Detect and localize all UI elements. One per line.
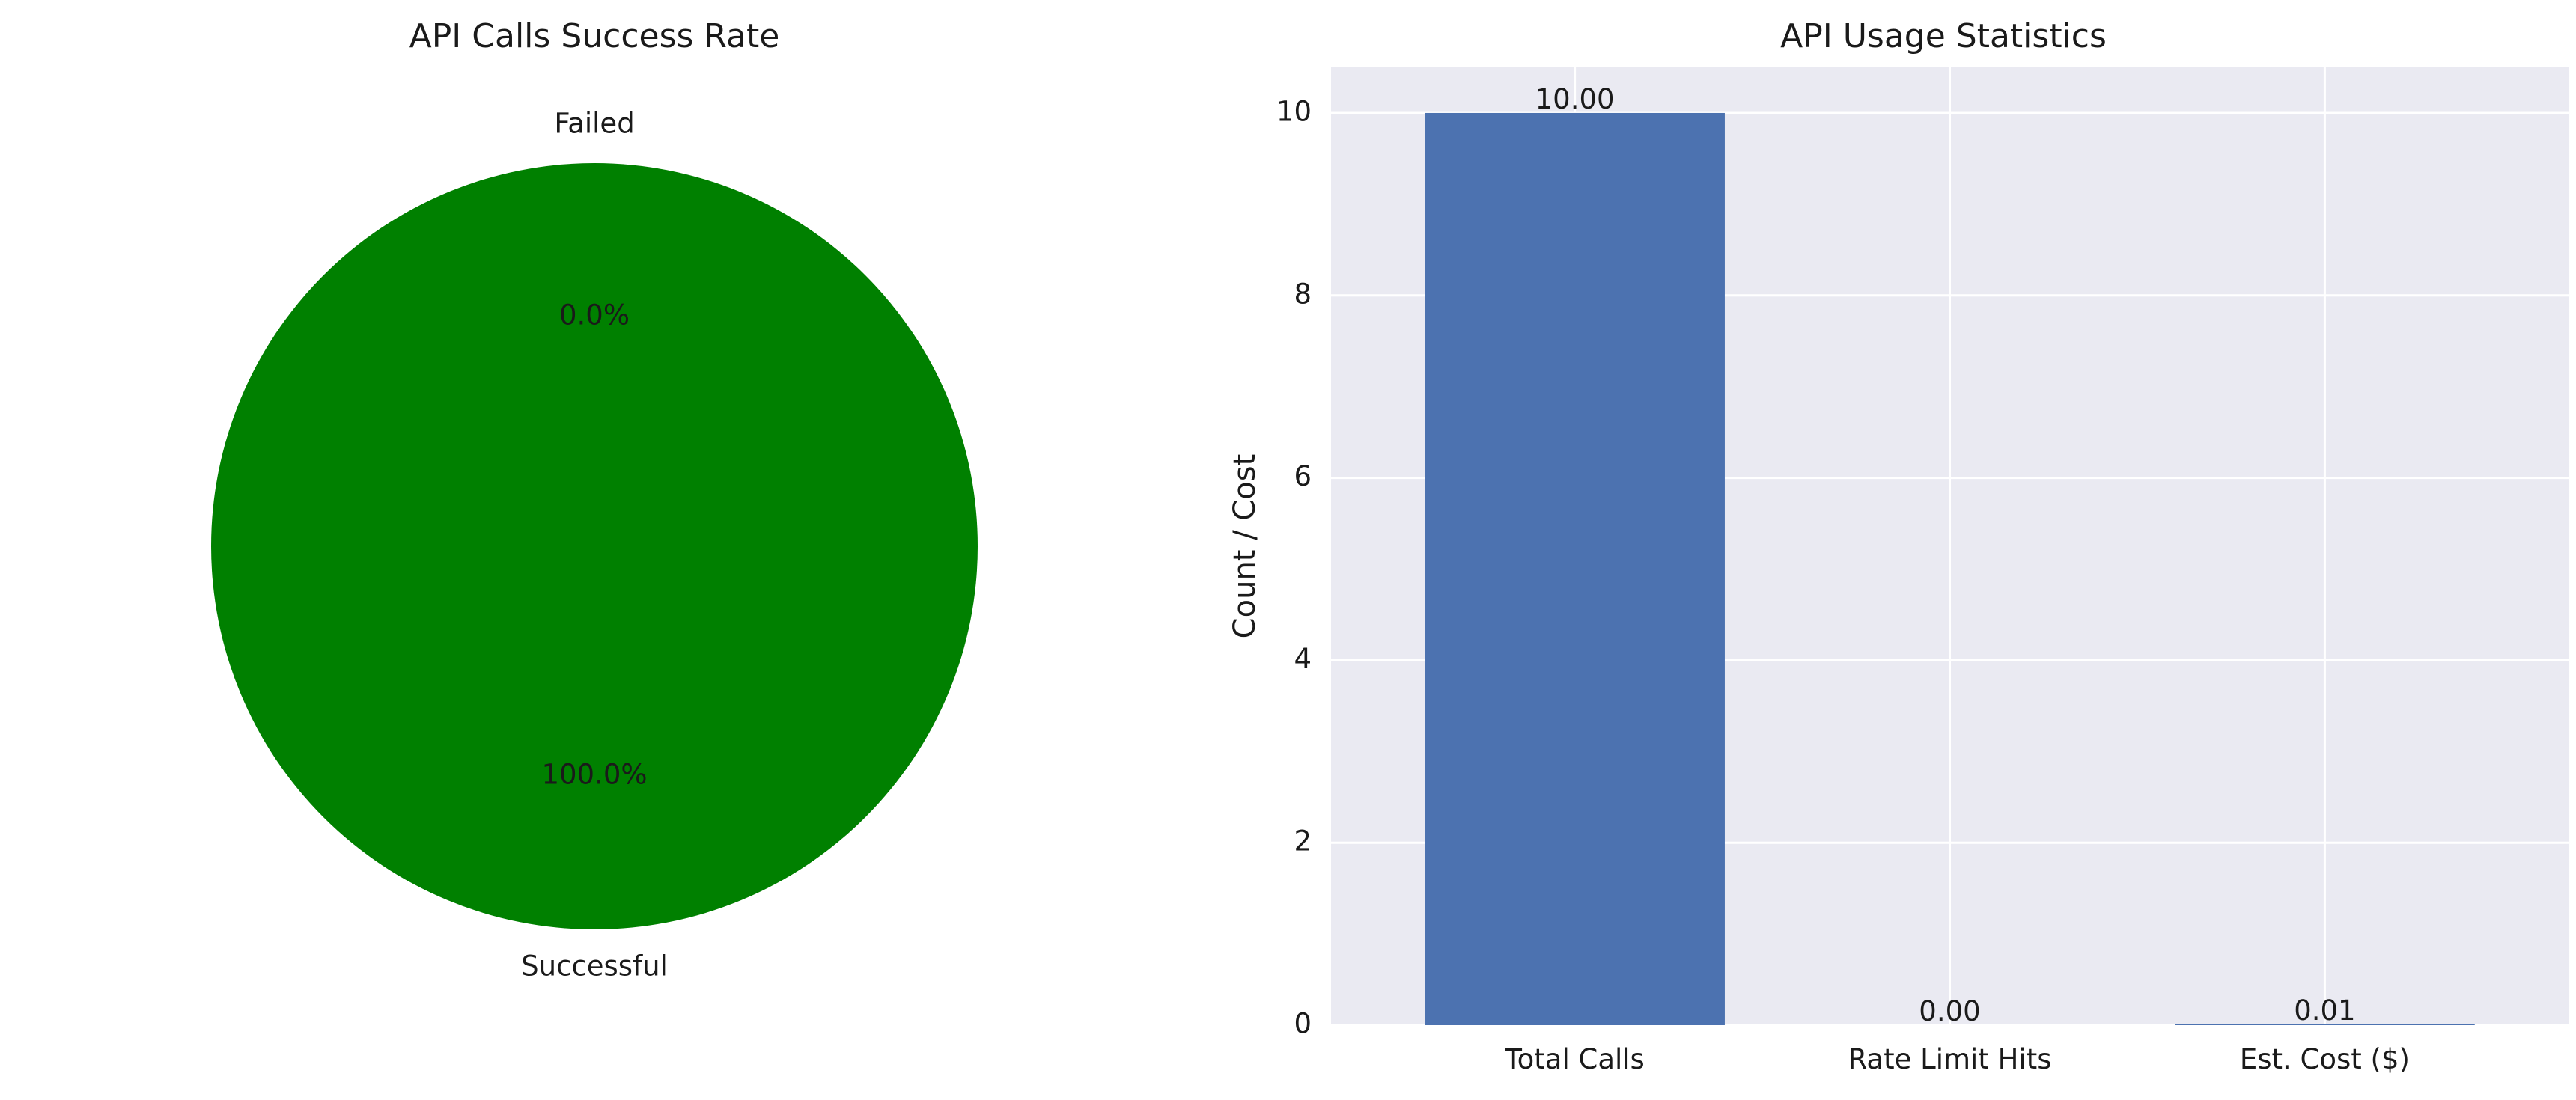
y-tick-label: 0 (1294, 1008, 1312, 1040)
bar-value-label-rate-limit-hits: 0.00 (1919, 995, 1980, 1027)
y-tick-label: 10 (1276, 95, 1312, 127)
pie-pct-label-successful: 100.0% (541, 759, 647, 791)
pie-slice-successful (211, 163, 978, 929)
y-tick-label: 4 (1294, 643, 1312, 675)
y-axis-label: Count / Cost (1228, 454, 1262, 639)
pie-label-failed: Failed (554, 107, 634, 139)
y-tick-label: 2 (1294, 825, 1312, 858)
bar-est-cost (2175, 1024, 2475, 1025)
bar-chart-title: API Usage Statistics (1780, 17, 2107, 55)
y-tick-label: 8 (1294, 278, 1312, 310)
bars (1425, 112, 2475, 1025)
bar-value-label-est-cost: 0.01 (2294, 994, 2355, 1027)
pie-chart-panel: API Calls Success Rate Successful 100.0% F… (211, 17, 978, 983)
x-tick-label-total-calls: Total Calls (1504, 1043, 1645, 1075)
x-tick-labels: Total Calls Rate Limit Hits Est. Cost ($) (1504, 1043, 2410, 1075)
y-tick-labels: 0 2 4 6 8 10 (1276, 95, 1312, 1039)
pie-labels: Successful 100.0% Failed 0.0% (521, 107, 668, 982)
bar-value-labels: 10.00 0.00 0.01 (1535, 83, 2356, 1027)
bar-value-label-total-calls: 10.00 (1535, 83, 1615, 115)
pie-slices (211, 163, 978, 929)
y-tick-label: 6 (1294, 460, 1312, 492)
bar-chart-panel: API Usage Statistics 10.00 0.00 0.01 0 2 4 6 8… (1228, 17, 2569, 1075)
pie-pct-label-failed: 0.0% (559, 299, 630, 331)
x-tick-label-est-cost: Est. Cost ($) (2240, 1043, 2410, 1075)
pie-chart-title: API Calls Success Rate (409, 17, 780, 55)
bar-total-calls (1425, 112, 1725, 1025)
x-tick-label-rate-limit-hits: Rate Limit Hits (1848, 1043, 2052, 1075)
pie-label-successful: Successful (521, 950, 668, 983)
